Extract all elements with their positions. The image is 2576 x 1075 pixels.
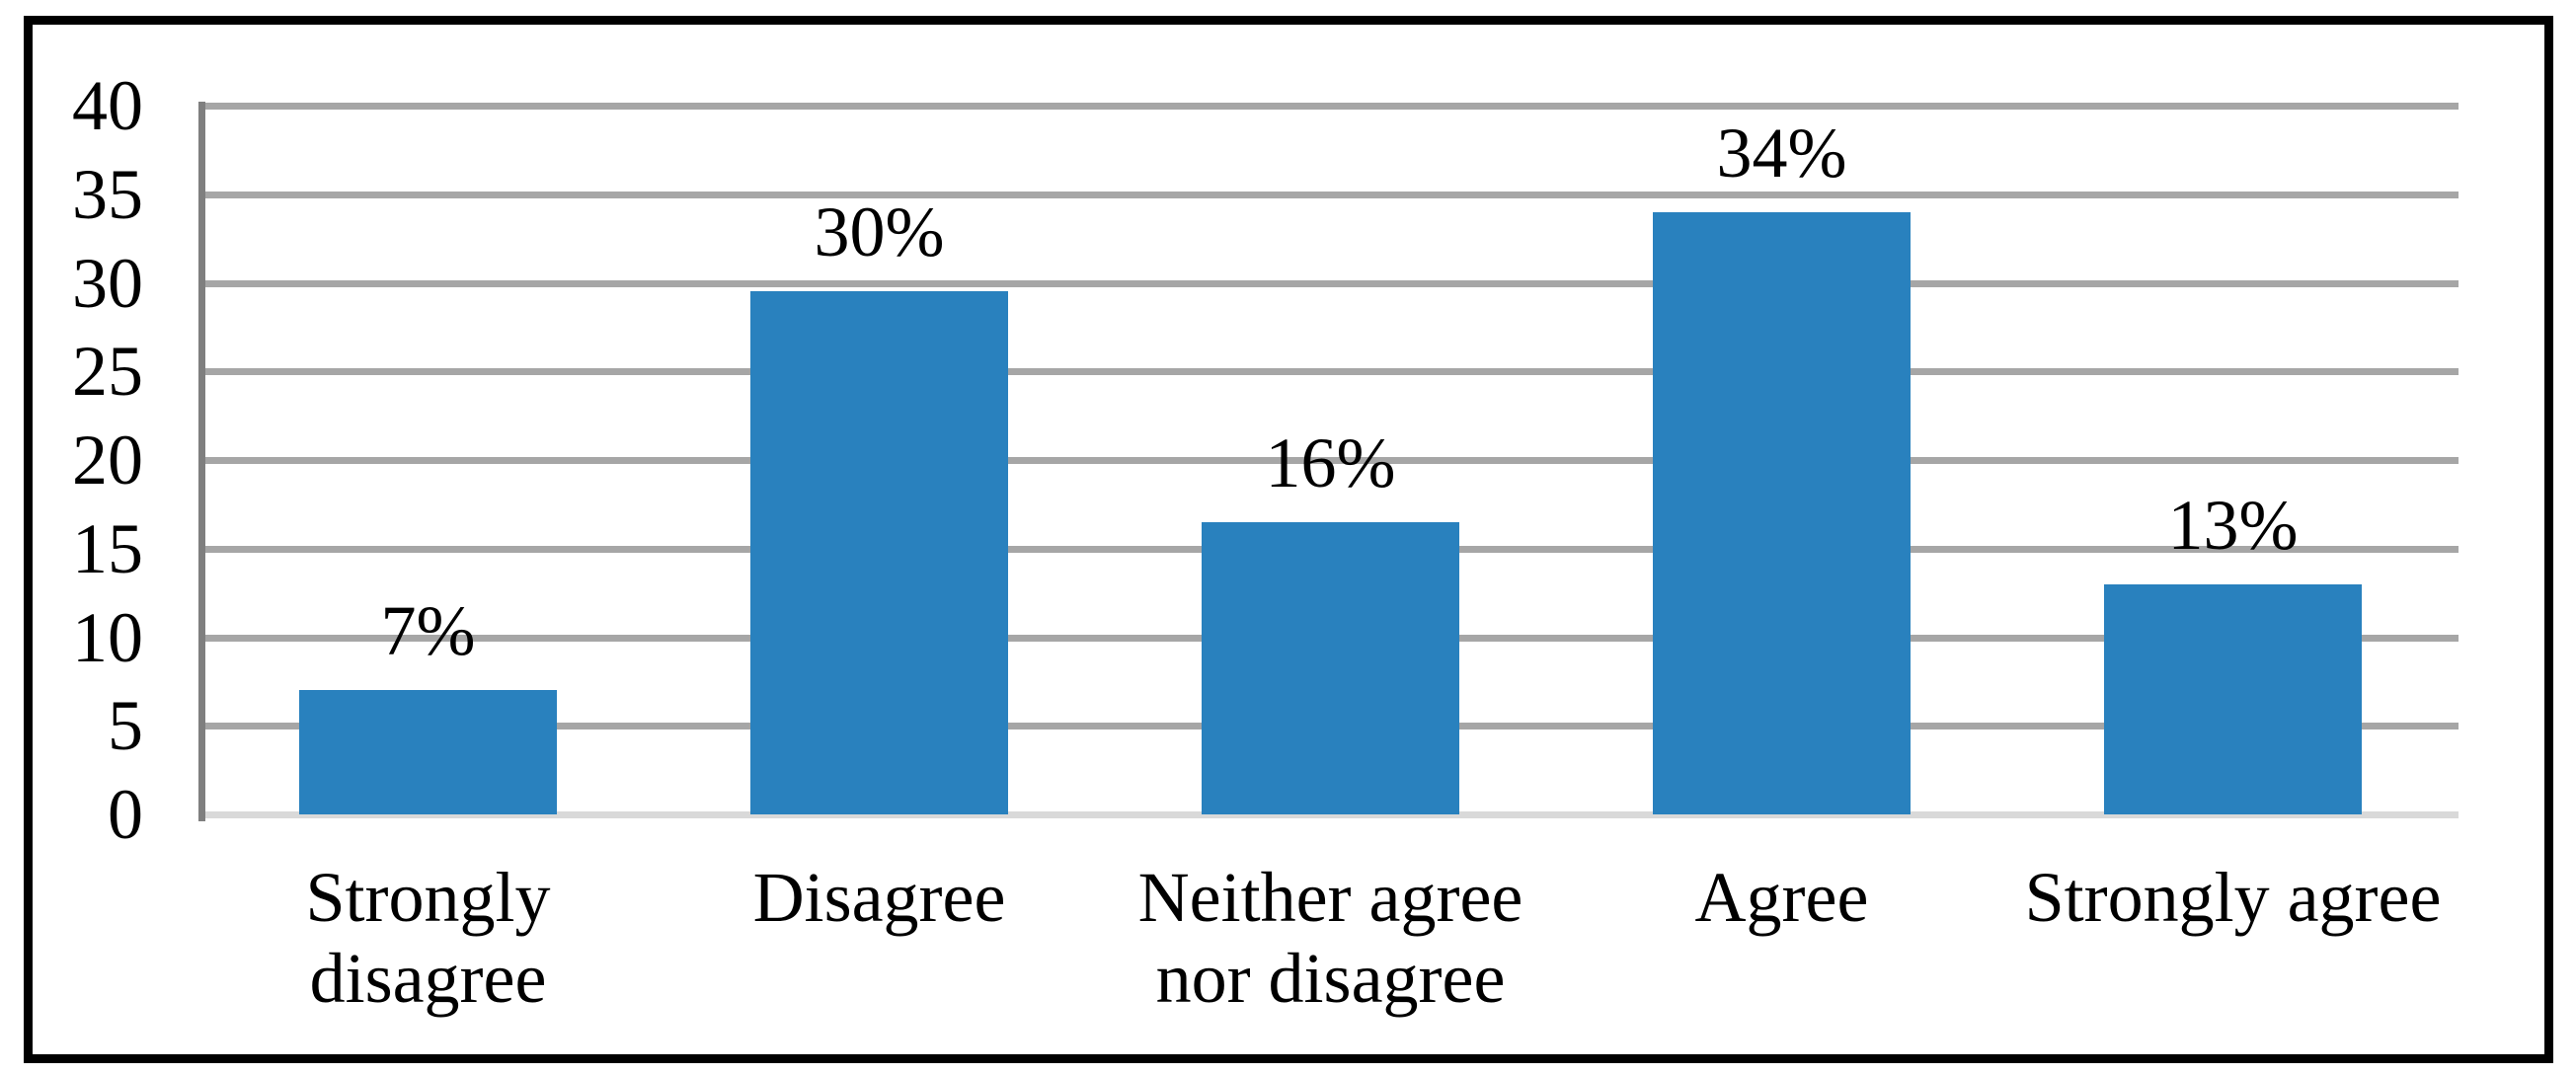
bar-disagree — [750, 291, 1008, 814]
y-tick-label: 30 — [72, 243, 143, 323]
gridline — [202, 457, 2459, 464]
gridline — [202, 279, 2459, 287]
y-tick-label: 10 — [72, 597, 143, 677]
y-tick-label: 40 — [72, 66, 143, 145]
x-axis-baseline — [202, 811, 2459, 818]
x-category-label-strongly-agree: Strongly agree — [2024, 858, 2442, 937]
y-tick-label: 20 — [72, 421, 143, 499]
bar-data-label: 13% — [2167, 485, 2299, 565]
bar-data-label: 7% — [380, 591, 476, 671]
y-tick-label: 0 — [108, 775, 143, 854]
y-tick-label: 25 — [72, 332, 143, 412]
bar-data-label: 30% — [814, 192, 945, 272]
bar-agree — [1653, 211, 1911, 814]
gridline — [202, 368, 2459, 376]
bar-data-label: 16% — [1265, 422, 1396, 502]
bar-neither-agree-nor-disagree — [1202, 521, 1459, 814]
y-tick-label: 15 — [72, 508, 143, 588]
y-axis-line — [198, 102, 205, 821]
bar-strongly-agree — [2104, 583, 2362, 814]
x-category-label-agree: Agree — [1694, 858, 1869, 937]
gridline — [202, 103, 2459, 110]
bar-strongly-disagree — [299, 690, 557, 814]
y-tick-label: 35 — [72, 154, 143, 234]
x-category-label-strongly-disagree: Strongly disagree — [305, 858, 551, 1018]
bar-data-label: 34% — [1716, 113, 1847, 192]
chart-frame — [24, 16, 2553, 1063]
x-category-label-disagree: Disagree — [752, 858, 1006, 937]
y-tick-label: 5 — [108, 686, 143, 766]
x-category-label-neither-agree-nor-disagree: Neither agree nor disagree — [1137, 858, 1523, 1018]
gridline — [202, 191, 2459, 198]
